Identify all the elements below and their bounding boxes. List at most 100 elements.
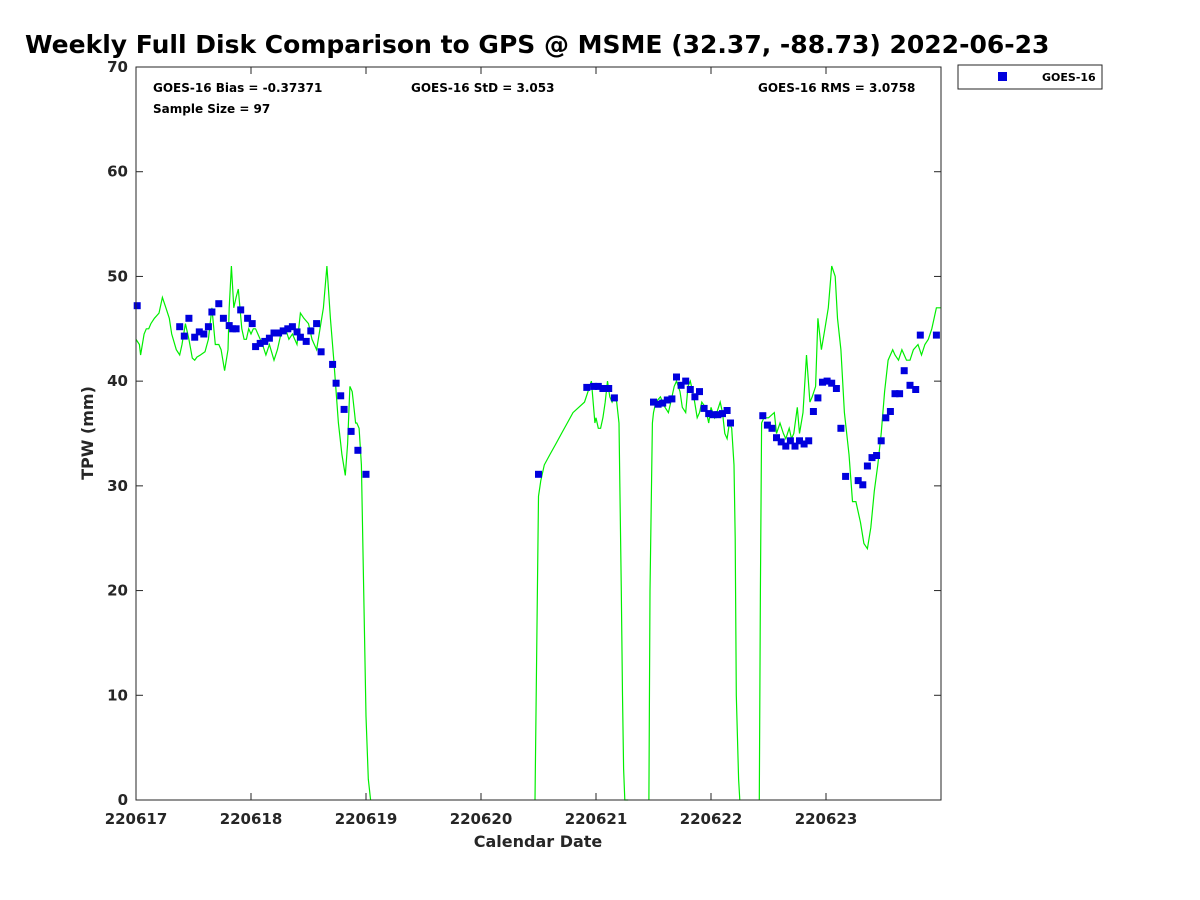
series-layer	[133, 265, 941, 801]
legend-box	[957, 64, 1103, 90]
goes-16-point	[823, 377, 831, 385]
goes-16-point	[786, 437, 794, 445]
sample-size-stat: Sample Size = 97	[153, 102, 270, 116]
goes-16-point	[773, 434, 780, 442]
goes-16-point	[307, 327, 315, 335]
goes-16-point	[891, 390, 899, 398]
goes-16-point	[906, 381, 914, 389]
goes-16-point	[873, 452, 881, 459]
y-tick-label: 60	[107, 163, 128, 181]
goes-16-point	[882, 414, 890, 422]
y-tick-label: 40	[107, 372, 128, 390]
goes-16-point	[362, 470, 370, 478]
x-tick-label: 220622	[680, 810, 743, 828]
goes-16-point	[180, 332, 188, 340]
gps-line-segment-3	[758, 265, 941, 801]
x-tick-label: 220623	[795, 810, 858, 828]
goes-16-point	[176, 323, 184, 331]
goes-16-point	[709, 411, 717, 419]
goes-16-point	[296, 333, 304, 341]
goes-16-point	[208, 308, 216, 316]
goes-16-point	[782, 442, 790, 450]
goes-16-point	[248, 320, 256, 328]
goes-16-point	[610, 394, 618, 402]
goes-16-point	[650, 398, 657, 406]
chart-title: Weekly Full Disk Comparison to GPS @ MSM…	[25, 30, 1050, 59]
goes-16-point	[347, 427, 355, 435]
goes-16-point	[237, 306, 245, 314]
goes-16-point	[288, 323, 296, 331]
goes-16-point	[842, 472, 850, 480]
goes-16-point	[659, 399, 667, 407]
goes-16-point	[583, 383, 591, 391]
goes-16-point	[791, 442, 799, 450]
goes-16-point	[686, 386, 694, 393]
goes-16-point	[654, 400, 662, 408]
x-tick-label: 220618	[220, 810, 283, 828]
goes-16-point	[696, 388, 703, 396]
goes-16-point	[877, 437, 885, 445]
x-tick-label: 220621	[565, 810, 628, 828]
goes-16-point	[204, 323, 212, 331]
y-tick-label: 20	[107, 582, 128, 600]
x-axis-label: Calendar Date	[474, 832, 603, 851]
goes-16-point	[854, 477, 862, 485]
goes-16-point	[863, 462, 871, 470]
goes-16-point	[275, 329, 283, 337]
goes-16-point	[668, 395, 676, 403]
goes-16-point	[279, 327, 287, 335]
goes-16-point	[859, 481, 867, 489]
goes-16-point	[252, 343, 260, 351]
goes-16-point	[805, 437, 813, 445]
goes-16-point	[261, 337, 269, 345]
goes-16-point	[215, 300, 223, 308]
goes-16-point	[868, 454, 876, 462]
goes-16-point	[809, 408, 817, 415]
y-axis-label: TPW (mm)	[78, 386, 97, 480]
goes-16-point	[832, 385, 840, 392]
goes-16-point	[195, 328, 203, 336]
goes-16-point	[535, 470, 542, 478]
goes-16-point	[700, 404, 708, 412]
goes-16-point	[340, 405, 348, 413]
goes-16-point	[265, 334, 273, 342]
goes-16-point	[896, 390, 904, 398]
goes-16-point	[768, 424, 776, 432]
goes-16-point	[663, 396, 671, 404]
rms-stat: GOES-16 RMS = 3.0758	[758, 81, 915, 95]
goes-16-point	[705, 410, 713, 418]
goes-16-point	[800, 440, 808, 448]
goes-16-point	[723, 407, 731, 414]
goes-16-point	[594, 382, 602, 390]
goes-16-point	[244, 314, 252, 322]
legend: GOES-16	[957, 64, 1103, 90]
x-tick-label: 220620	[450, 810, 513, 828]
goes-16-point	[814, 394, 822, 402]
goes-16-point	[682, 377, 690, 385]
goes-16-point	[819, 378, 826, 386]
goes-16-point	[313, 320, 321, 328]
goes-16-point	[886, 408, 894, 415]
y-tick-label: 70	[107, 58, 128, 76]
goes-16-point	[605, 385, 613, 392]
goes-16-point	[727, 419, 734, 427]
gps-line-segment-2	[648, 379, 741, 801]
goes-16-point	[337, 392, 345, 400]
goes-16-point	[828, 379, 836, 387]
goes-16-point	[256, 339, 264, 347]
goes-16-point	[302, 337, 310, 345]
legend-marker-goes-16	[998, 72, 1007, 81]
goes-16-point	[185, 314, 193, 322]
axis-layer: 220617 220618 220619 220620 220621 220622 2206…	[105, 58, 941, 828]
goes-16-point	[354, 446, 362, 454]
goes-16-point	[912, 386, 920, 393]
goes-16-point	[714, 411, 722, 419]
goes-16-point	[673, 373, 680, 381]
goes-16-point	[219, 314, 227, 322]
bias-stat: GOES-16 Bias = -0.37371	[153, 81, 322, 95]
std-stat: GOES-16 StD = 3.053	[411, 81, 554, 95]
goes-16-point	[200, 330, 208, 338]
goes-16-point	[777, 438, 785, 446]
goes-16-point	[329, 360, 337, 368]
